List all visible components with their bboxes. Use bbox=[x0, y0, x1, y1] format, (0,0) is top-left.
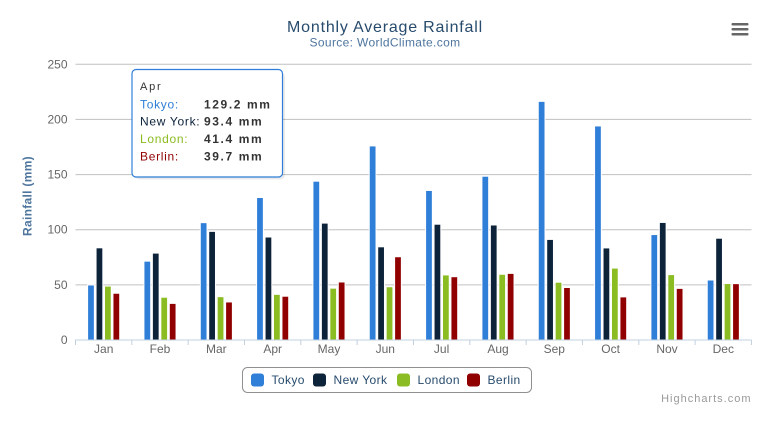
svg-text:Sep: Sep bbox=[544, 342, 566, 356]
svg-text:100: 100 bbox=[47, 223, 67, 237]
svg-text:93.4 mm: 93.4 mm bbox=[204, 115, 263, 129]
svg-text:0: 0 bbox=[61, 333, 68, 347]
svg-text:New York:: New York: bbox=[140, 115, 200, 129]
svg-text:Jun: Jun bbox=[376, 342, 395, 356]
svg-text:Berlin: Berlin bbox=[488, 373, 521, 387]
svg-text:Feb: Feb bbox=[150, 342, 171, 356]
svg-text:Highcharts.com: Highcharts.com bbox=[661, 393, 751, 405]
svg-text:New York: New York bbox=[334, 373, 388, 387]
svg-text:London:: London: bbox=[140, 132, 188, 146]
svg-text:250: 250 bbox=[47, 57, 67, 71]
svg-text:Tokyo:: Tokyo: bbox=[140, 98, 179, 112]
svg-text:Oct: Oct bbox=[601, 342, 620, 356]
svg-text:Jan: Jan bbox=[94, 342, 113, 356]
svg-text:150: 150 bbox=[47, 168, 67, 182]
svg-text:Nov: Nov bbox=[656, 342, 677, 356]
svg-text:Apr: Apr bbox=[140, 81, 163, 93]
svg-text:London: London bbox=[418, 373, 460, 387]
svg-text:39.7 mm: 39.7 mm bbox=[204, 150, 263, 164]
svg-text:200: 200 bbox=[47, 112, 67, 126]
svg-text:Dec: Dec bbox=[713, 342, 734, 356]
svg-text:Mar: Mar bbox=[206, 342, 227, 356]
svg-text:May: May bbox=[318, 342, 341, 356]
svg-text:Aug: Aug bbox=[487, 342, 508, 356]
svg-text:Berlin:: Berlin: bbox=[140, 150, 179, 164]
svg-text:Tokyo: Tokyo bbox=[272, 373, 305, 387]
svg-text:Monthly Average Rainfall: Monthly Average Rainfall bbox=[287, 19, 483, 36]
svg-text:50: 50 bbox=[54, 278, 68, 292]
svg-text:Jul: Jul bbox=[434, 342, 449, 356]
svg-text:Apr: Apr bbox=[263, 342, 282, 356]
svg-text:Rainfall (mm): Rainfall (mm) bbox=[21, 156, 35, 236]
svg-text:Source: WorldClimate.com: Source: WorldClimate.com bbox=[310, 36, 461, 50]
svg-text:129.2 mm: 129.2 mm bbox=[204, 98, 272, 112]
svg-text:41.4 mm: 41.4 mm bbox=[204, 132, 263, 146]
